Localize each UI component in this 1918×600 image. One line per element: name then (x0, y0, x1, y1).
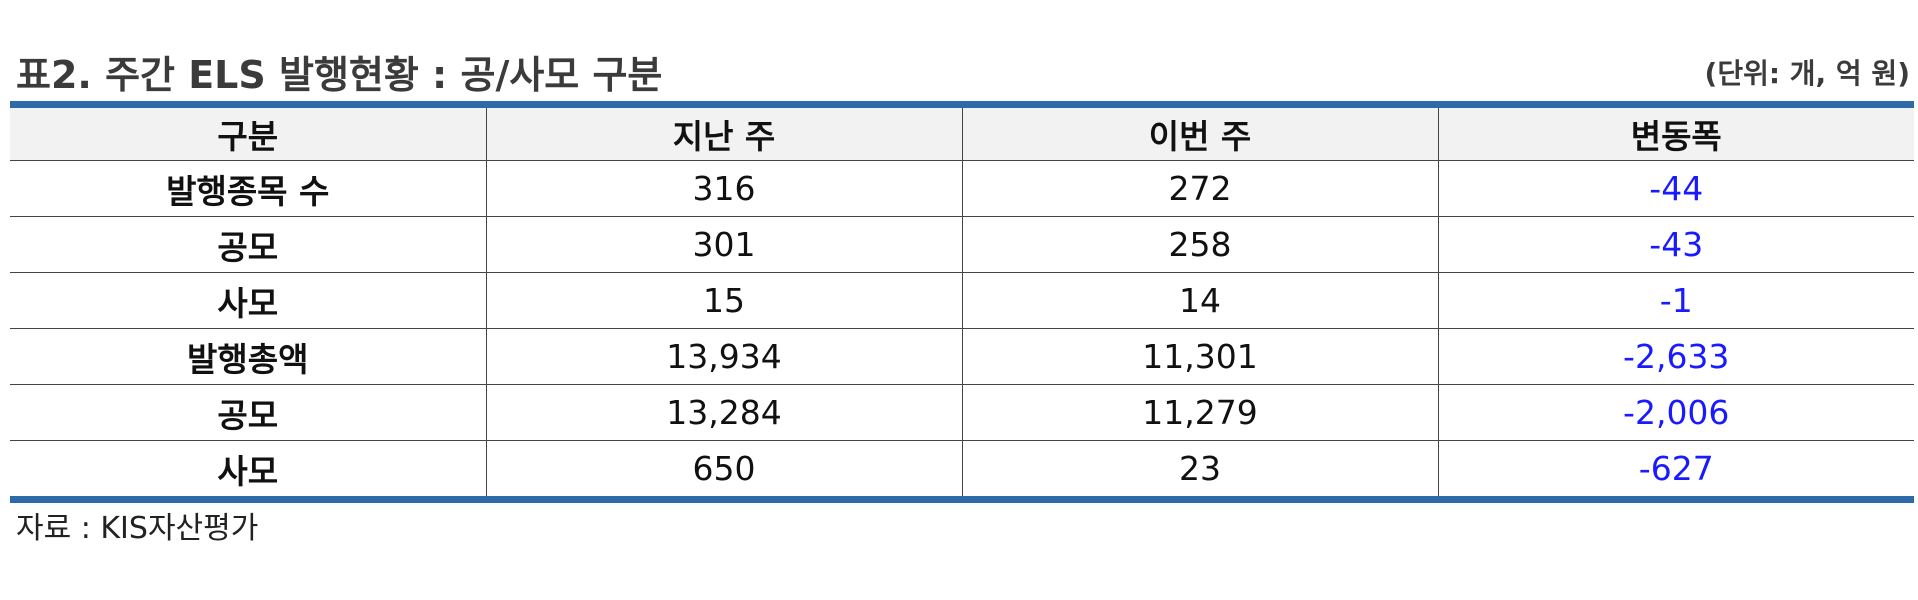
table-row: 사모 15 14 -1 (10, 272, 1914, 329)
change-value: -1 (1438, 272, 1914, 329)
table-title: 표2. 주간 ELS 발행현황 : 공/사모 구분 (16, 53, 663, 97)
row-label: 사모 (10, 272, 487, 329)
change-value: -627 (1638, 449, 1714, 488)
table-top-rule (10, 101, 1914, 108)
last-week-value: 650 (486, 440, 963, 496)
last-week-value: 13,934 (486, 328, 963, 385)
row-label: 공모 (10, 216, 487, 273)
this-week-value: 258 (962, 216, 1439, 273)
this-week-value: 11,301 (962, 328, 1439, 385)
row-label: 발행종목 수 (10, 160, 487, 217)
header-row: 구분 지난 주 이번 주 변동폭 (10, 108, 1914, 161)
last-week-value: 301 (486, 216, 963, 273)
header-this-week: 이번 주 (962, 108, 1439, 161)
table-bottom-rule (10, 496, 1914, 503)
this-week-value: 23 (962, 440, 1439, 496)
table-row: 공모 301 258 -43 (10, 216, 1914, 273)
header-change: 변동폭 (1438, 108, 1914, 161)
row-label: 발행총액 (10, 328, 487, 385)
table-row: 공모 13,284 11,279 -2,006 (10, 384, 1914, 441)
row-label: 공모 (10, 384, 487, 441)
this-week-value: 11,279 (962, 384, 1439, 441)
last-week-value: 15 (486, 272, 963, 329)
els-issuance-table: 구분 지난 주 이번 주 변동폭 발행종목 수 316 272 -44 공모 3… (10, 101, 1914, 503)
table-row: 발행종목 수 316 272 -44 (10, 160, 1914, 217)
row-label: 사모 (10, 440, 487, 496)
this-week-value: 14 (962, 272, 1439, 329)
change-value: -44 (1438, 160, 1914, 217)
change-value: -2,006 (1438, 384, 1914, 441)
header-last-week: 지난 주 (486, 108, 963, 161)
last-week-value: 316 (486, 160, 963, 217)
data-table: 구분 지난 주 이번 주 변동폭 발행종목 수 316 272 -44 공모 3… (10, 108, 1914, 496)
table-row: 사모 650 23 -627 (10, 440, 1914, 496)
header-category: 구분 (10, 108, 487, 161)
this-week-value: 272 (962, 160, 1439, 217)
last-week-value: 13,284 (486, 384, 963, 441)
change-value: -2,633 (1438, 328, 1914, 385)
unit-note: (단위: 개, 억 원) (1704, 57, 1910, 90)
source-note: 자료 : KIS자산평가 (16, 511, 259, 546)
table-row: 발행총액 13,934 11,301 -2,633 (10, 328, 1914, 385)
change-value: -43 (1438, 216, 1914, 273)
